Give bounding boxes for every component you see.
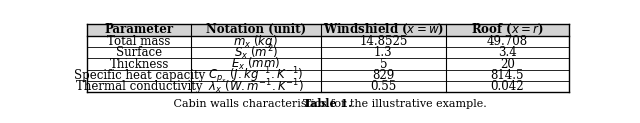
Text: $S_x$ $(m^2)$: $S_x$ $(m^2)$ xyxy=(234,43,278,62)
Text: 14.8525: 14.8525 xyxy=(359,35,408,48)
Text: $E_x$ $(mm)$: $E_x$ $(mm)$ xyxy=(231,56,280,72)
Text: $\lambda_x$ $(W.m^{-1}.K^{-1})$: $\lambda_x$ $(W.m^{-1}.K^{-1})$ xyxy=(208,77,304,96)
Text: 0.042: 0.042 xyxy=(490,80,524,93)
Text: Thickness: Thickness xyxy=(109,58,169,70)
Text: Cabin walls characteristics for the illustrative example.: Cabin walls characteristics for the illu… xyxy=(0,122,1,123)
Text: 49.708: 49.708 xyxy=(486,35,528,48)
Text: 0.55: 0.55 xyxy=(370,80,396,93)
Text: Windshield ($x = w$): Windshield ($x = w$) xyxy=(323,22,444,38)
Text: Notation (unit): Notation (unit) xyxy=(206,23,306,36)
Text: Roof ($x = r$): Roof ($x = r$) xyxy=(471,22,543,38)
Text: 3.4: 3.4 xyxy=(498,46,516,59)
Text: Table 1.: Table 1. xyxy=(303,98,352,109)
Text: Thermal conductivity: Thermal conductivity xyxy=(76,80,202,93)
Text: Parameter: Parameter xyxy=(104,23,173,36)
Text: 20: 20 xyxy=(500,58,515,70)
Text: 1.3: 1.3 xyxy=(374,46,393,59)
Text: Table 1.: Table 1. xyxy=(0,122,1,123)
Text: 5: 5 xyxy=(380,58,387,70)
Text: 829: 829 xyxy=(372,69,394,82)
Text: Cabin walls characteristics for the illustrative example.: Cabin walls characteristics for the illu… xyxy=(170,99,487,109)
Text: $C_{p_x}$ $(J.kg^{-1}.K^{-1})$: $C_{p_x}$ $(J.kg^{-1}.K^{-1})$ xyxy=(208,65,303,86)
Text: $m_x$ $(kg)$: $m_x$ $(kg)$ xyxy=(234,33,278,50)
Text: Total mass: Total mass xyxy=(108,35,171,48)
Text: Specific heat capacity: Specific heat capacity xyxy=(74,69,205,82)
Text: 814.5: 814.5 xyxy=(490,69,524,82)
Text: Surface: Surface xyxy=(116,46,162,59)
